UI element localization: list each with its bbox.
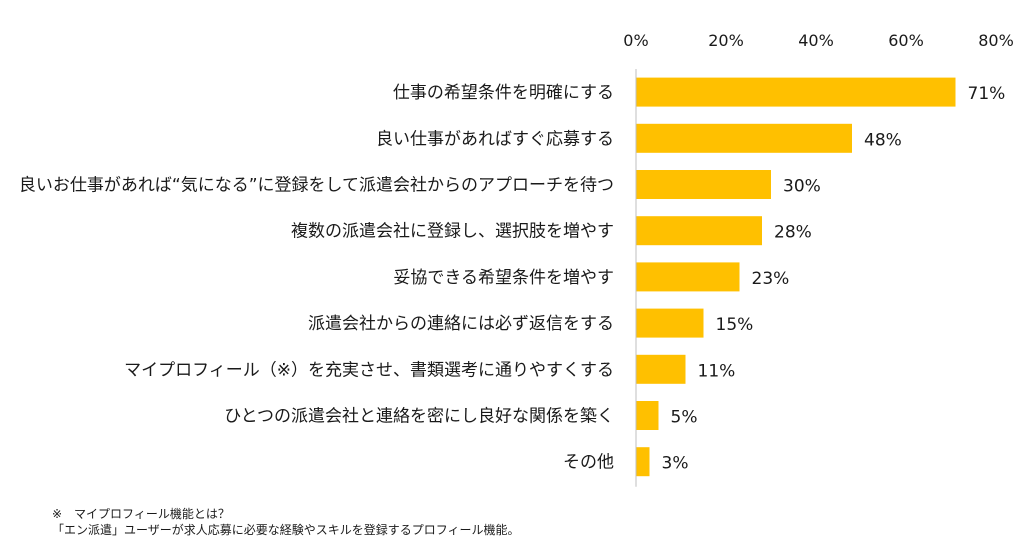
bar <box>636 77 956 107</box>
value-label: 28% <box>774 223 812 243</box>
value-label: 5% <box>671 408 698 428</box>
value-label: 71% <box>968 84 1006 104</box>
category-label: 良いお仕事があれば“気になる”に登録をして派遣会社からのアプローチを待つ <box>19 176 614 196</box>
category-label: マイプロフィール（※）を充実させ、書類選考に通りやすくする <box>124 360 614 380</box>
x-axis-ticks: 0% 20% 40% 60% 80% <box>623 31 1013 50</box>
x-tick-label: 60% <box>888 31 924 50</box>
survey-bar-chart: 0% 20% 40% 60% 80% 仕事の希望条件を明確にする良い仕事があればすぐ応募… <box>19 31 1014 487</box>
value-label: 48% <box>864 130 902 150</box>
category-label: ひとつの派遣会社と連絡を密にし良好な関係を築く <box>224 407 614 427</box>
value-labels: 71% 48% 30% 28% 23% 15% 11% 5% 3% <box>662 84 1006 474</box>
bar <box>636 262 740 292</box>
bar <box>636 354 686 384</box>
category-label: 妥協できる希望条件を増やす <box>393 268 614 288</box>
bars <box>636 77 956 477</box>
bar <box>636 308 704 338</box>
bar <box>636 401 659 430</box>
value-label: 11% <box>698 361 736 381</box>
category-label: 派遣会社からの連絡には必ず返信をする <box>308 314 614 334</box>
value-label: 23% <box>752 269 790 289</box>
footnote: ※ マイプロフィール機能とは？ 「エン派遣」ユーザーが求人応募に必要な経験やスキ… <box>52 506 520 538</box>
value-label: 30% <box>783 177 821 197</box>
footnote-line-2: 「エン派遣」ユーザーが求人応募に必要な経験やスキルを登録するプロフィール機能。 <box>52 523 520 537</box>
bar <box>636 123 852 153</box>
x-tick-label: 40% <box>798 31 834 50</box>
category-label: その他 <box>563 453 614 473</box>
category-label: 複数の派遣会社に登録し、選択肢を増やす <box>291 222 614 242</box>
x-tick-label: 20% <box>708 31 744 50</box>
category-label: 良い仕事があればすぐ応募する <box>376 129 614 149</box>
bar <box>636 170 771 199</box>
x-tick-label: 80% <box>978 31 1014 50</box>
bar <box>636 447 650 477</box>
category-labels: 仕事の希望条件を明確にする良い仕事があればすぐ応募する良いお仕事があれば“気にな… <box>19 83 614 473</box>
value-label: 3% <box>662 454 689 474</box>
footnote-line-1: ※ マイプロフィール機能とは？ <box>52 507 230 521</box>
value-label: 15% <box>716 315 754 335</box>
category-label: 仕事の希望条件を明確にする <box>393 83 614 103</box>
x-tick-label: 0% <box>623 31 648 50</box>
bar <box>636 216 762 246</box>
